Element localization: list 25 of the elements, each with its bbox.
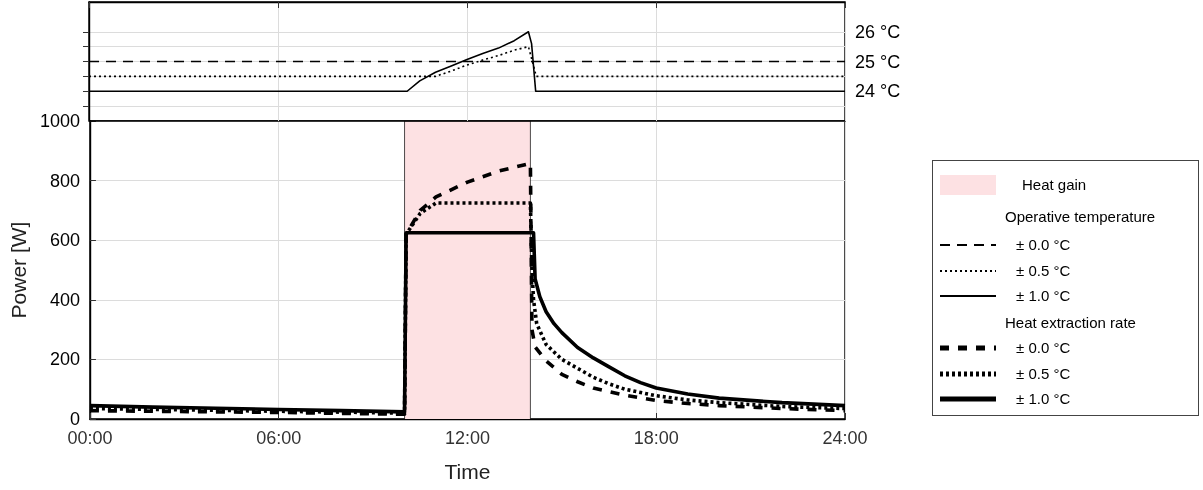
y-tick-label: 0 — [69, 409, 80, 429]
x-tick-label: 00:00 — [67, 428, 113, 448]
x-tick-label: 24:00 — [822, 428, 868, 448]
x-axis-title: Time — [444, 460, 491, 483]
legend-label: ± 0.0 °C — [1016, 339, 1071, 357]
y-axis-title: Power [W] — [7, 221, 30, 319]
y-tick-label: 200 — [49, 349, 80, 370]
y-tick-label: 600 — [49, 230, 80, 251]
legend-label: ± 1.0 °C — [1016, 287, 1071, 305]
legend-title: Operative temperature — [1005, 208, 1156, 226]
legend-label: ± 0.5 °C — [1016, 261, 1071, 280]
y-tick-label: 800 — [49, 170, 80, 191]
x-tick-label: 18:00 — [633, 428, 679, 448]
y-tick-label: 400 — [49, 289, 80, 310]
legend-title: Heat extraction rate — [1005, 314, 1136, 332]
x-tick-label: 06:00 — [256, 428, 302, 448]
y-tick-label: 26 °C — [855, 21, 901, 42]
legend-label: ± 0.0 °C — [1016, 236, 1071, 254]
legend-label: Heat gain — [1022, 176, 1087, 194]
y-tick-label: 25 °C — [855, 51, 901, 72]
y-tick-label: 1000 — [39, 111, 80, 131]
legend-label: ± 0.5 °C — [1016, 364, 1071, 383]
y-tick-label: 24 °C — [855, 81, 901, 102]
x-tick-label: 12:00 — [444, 428, 490, 448]
legend-label: ± 1.0 °C — [1016, 390, 1071, 408]
